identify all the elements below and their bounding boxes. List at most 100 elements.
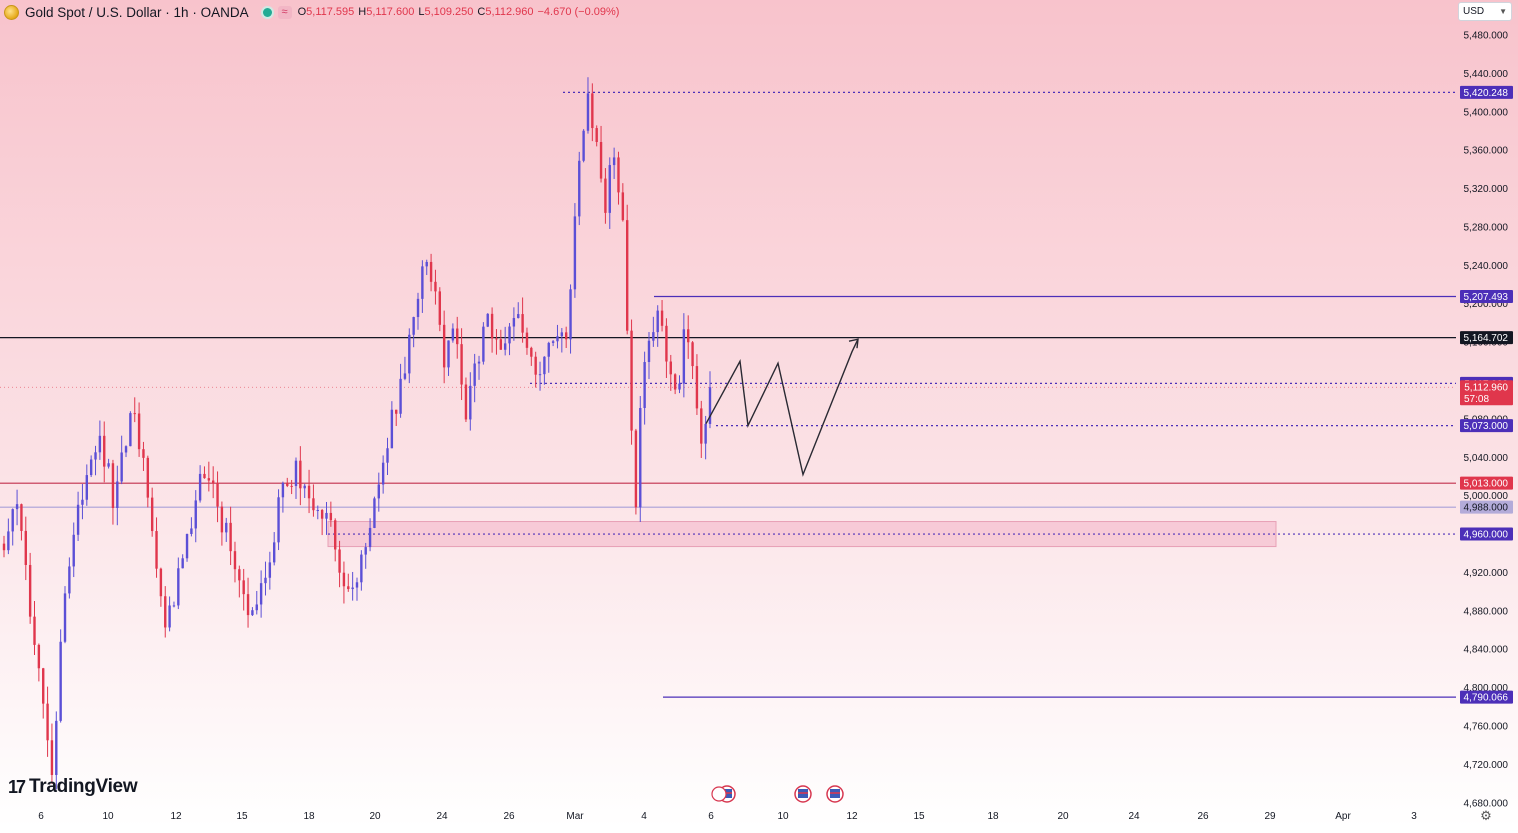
candle-body: [687, 329, 690, 343]
candle-body: [116, 481, 119, 508]
candle-body: [704, 423, 707, 444]
candle-body: [120, 452, 123, 482]
candle-body: [364, 547, 367, 555]
candle-body: [264, 577, 267, 584]
candle-body: [181, 558, 184, 569]
candle-body: [286, 482, 289, 486]
y-tick-label: 5,320.000: [1464, 184, 1509, 195]
level-badge[interactable]: 5,164.702: [1464, 333, 1509, 344]
level-badge[interactable]: 5,207.493: [1464, 292, 1509, 303]
event-flash-icon[interactable]: [711, 786, 727, 802]
y-tick-label: 4,680.000: [1464, 798, 1509, 809]
x-tick-label: 6: [38, 811, 44, 822]
candle-body: [630, 330, 633, 431]
level-badge[interactable]: 4,988.000: [1464, 503, 1509, 514]
x-tick-label: 15: [913, 811, 925, 822]
candle-body: [617, 157, 620, 193]
candle-body: [591, 93, 594, 129]
candle-body: [582, 130, 585, 161]
candle-body: [612, 157, 616, 166]
candle-body: [477, 361, 481, 364]
x-tick-label: 24: [1128, 811, 1140, 822]
candle-body: [111, 463, 115, 508]
candle-body: [490, 313, 494, 339]
candle-body: [133, 413, 136, 415]
y-tick-label: 4,840.000: [1464, 645, 1509, 656]
x-tick-label: 10: [102, 811, 114, 822]
x-tick-label: 6: [708, 811, 714, 822]
candle-body: [660, 310, 664, 326]
candle-body: [425, 261, 428, 267]
candle-body: [469, 385, 472, 420]
candle-body: [194, 500, 197, 529]
candle-body: [59, 641, 62, 721]
candle-body: [604, 178, 607, 213]
open-label: O: [297, 6, 307, 18]
y-tick-label: 4,880.000: [1464, 606, 1509, 617]
candle-body: [534, 356, 537, 375]
level-badge[interactable]: 4,960.000: [1464, 530, 1509, 541]
tradingview-logo[interactable]: 17 TradingView: [8, 776, 138, 798]
close-label: C: [477, 6, 486, 18]
last-price-badge[interactable]: 5,112.960: [1464, 383, 1508, 394]
candle-body: [599, 142, 603, 179]
candle-body: [482, 326, 485, 362]
candle-body: [442, 324, 446, 368]
gear-icon[interactable]: ⚙: [1480, 808, 1492, 823]
candle-body: [33, 616, 36, 645]
x-tick-label: 12: [170, 811, 182, 822]
level-badge[interactable]: 5,073.000: [1464, 421, 1509, 432]
candle-body: [316, 510, 319, 512]
candle-body: [63, 593, 67, 642]
high-label: H: [358, 6, 367, 18]
level-badge[interactable]: 5,420.248: [1464, 88, 1509, 99]
candle-body: [15, 504, 19, 510]
y-tick-label: 4,760.000: [1464, 721, 1509, 732]
symbol-title[interactable]: Gold Spot / U.S. Dollar · 1h · OANDA: [25, 4, 249, 20]
level-badge[interactable]: 5,013.000: [1464, 479, 1509, 490]
candle-body: [150, 497, 154, 532]
candle-body: [203, 473, 206, 479]
candle-body: [2, 543, 6, 551]
candle-body: [255, 604, 258, 611]
x-tick-label: Mar: [566, 811, 584, 822]
x-tick-label: 18: [303, 811, 315, 822]
candle-body: [42, 668, 45, 704]
candle-body: [172, 605, 176, 607]
candle-body: [652, 332, 655, 341]
projection-path[interactable]: [705, 338, 859, 477]
level-badge[interactable]: 4,790.066: [1464, 693, 1509, 704]
level-badge-bg: [1460, 290, 1513, 304]
y-tick-label: 5,480.000: [1464, 31, 1509, 42]
candle-body: [595, 128, 598, 143]
gold-coin-icon[interactable]: [4, 4, 19, 20]
candle-body: [355, 582, 359, 588]
candle-body: [543, 356, 546, 375]
candle-body: [320, 510, 324, 519]
candle-body: [290, 485, 293, 487]
x-tick-label: 24: [436, 811, 448, 822]
candle-body: [512, 318, 516, 327]
candle-body: [639, 408, 642, 508]
candle-body: [246, 594, 250, 616]
y-tick-label: 4,800.000: [1464, 683, 1509, 694]
candle-body: [564, 332, 568, 340]
level-badge-bg: [1460, 419, 1513, 433]
candle-body: [700, 408, 703, 444]
candle-body: [28, 564, 32, 617]
currency-select[interactable]: USD ▼: [1458, 2, 1512, 21]
candle-body: [220, 506, 224, 533]
market-open-dot-icon[interactable]: [262, 7, 272, 17]
candle-body: [137, 413, 141, 450]
data-source-icon[interactable]: ≈: [277, 5, 292, 19]
y-tick-label: 5,240.000: [1464, 261, 1509, 272]
candle-body: [94, 452, 97, 460]
candle-body: [665, 325, 668, 362]
candle-body: [390, 409, 394, 449]
y-tick-label: 5,400.000: [1464, 107, 1509, 118]
candle-body: [547, 342, 550, 357]
candle-body: [517, 314, 520, 319]
x-tick-label: 26: [1197, 811, 1209, 822]
